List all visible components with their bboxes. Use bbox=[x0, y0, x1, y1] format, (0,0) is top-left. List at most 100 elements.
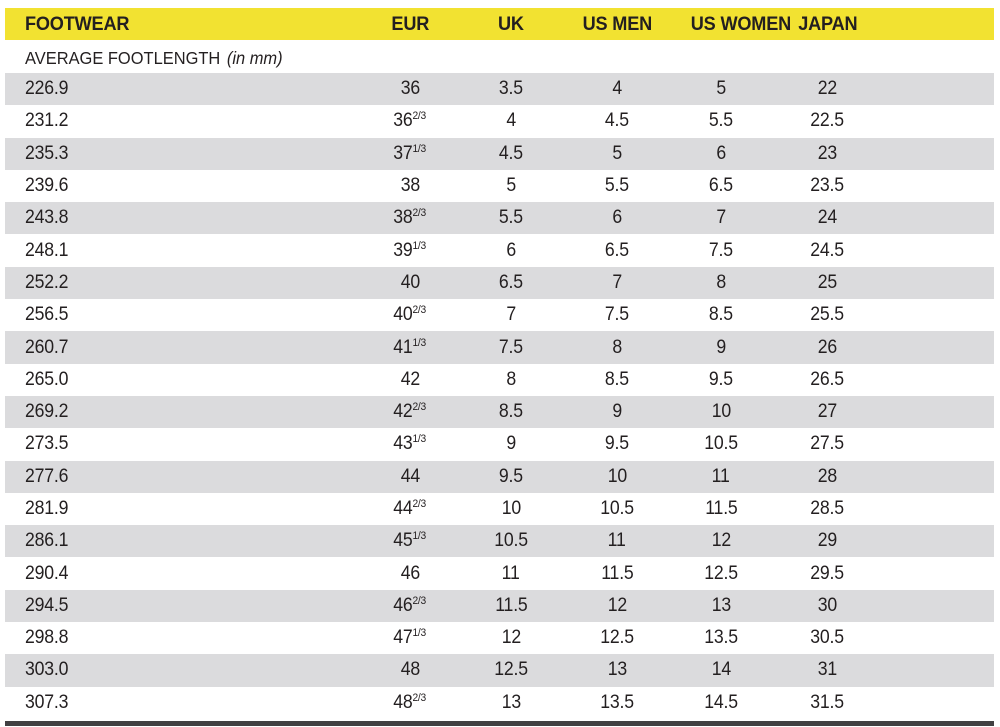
cell-footwear-mm: 260.7 bbox=[25, 336, 69, 358]
cell-japan-size: 25.5 bbox=[810, 304, 845, 326]
cell-uk-size: 12.5 bbox=[494, 659, 528, 681]
table-row: 265.0 42 8 8.5 9.5 26.5 bbox=[5, 364, 994, 396]
header-cell-us-men: US MEN bbox=[547, 13, 687, 36]
cell-eur-size: 362/3 bbox=[393, 110, 427, 132]
table-row: 298.8 471/3 12 12.5 13.5 30.5 bbox=[5, 622, 994, 654]
cell-uk-size: 8.5 bbox=[498, 401, 524, 423]
cell-footwear-mm: 277.6 bbox=[25, 465, 69, 487]
table-row: 303.0 48 12.5 13 14 31 bbox=[5, 654, 994, 687]
cell-uk-size: 10.5 bbox=[494, 530, 528, 552]
table-row: 260.7 411/3 7.5 8 9 26 bbox=[5, 331, 994, 364]
cell-us-men-size: 7 bbox=[612, 271, 622, 293]
cell-uk-size: 12 bbox=[501, 627, 521, 649]
cell-eur-size: 46 bbox=[400, 562, 420, 584]
cell-uk-size: 6.5 bbox=[498, 271, 524, 293]
cell-us-men-size: 7.5 bbox=[604, 304, 630, 326]
cell-footwear-mm: 294.5 bbox=[25, 594, 69, 616]
cell-footwear-mm: 231.2 bbox=[25, 110, 69, 132]
table-row: 277.6 44 9.5 10 11 28 bbox=[5, 460, 994, 493]
cell-us-women-size: 11.5 bbox=[704, 498, 738, 519]
table-body: 226.9 36 3.5 4 5 22 231.2 362/3 4 4.5 5.… bbox=[5, 73, 994, 719]
cell-footwear-mm: 303.0 bbox=[25, 659, 69, 681]
eur-fraction: 2/3 bbox=[412, 207, 427, 220]
header-label: FOOTWEAR bbox=[25, 12, 130, 35]
cell-us-women-size: 6.5 bbox=[708, 175, 734, 197]
cell-eur-size: 431/3 bbox=[393, 433, 427, 455]
cell-us-men-size: 12 bbox=[607, 594, 627, 616]
eur-fraction: 2/3 bbox=[412, 691, 427, 704]
cell-eur-size: 48 bbox=[400, 659, 420, 681]
eur-fraction: 1/3 bbox=[412, 336, 427, 349]
header-label: US WOMEN bbox=[690, 12, 792, 35]
eur-fraction: 1/3 bbox=[412, 239, 427, 252]
cell-us-men-size: 9.5 bbox=[604, 433, 630, 455]
cell-uk-size: 7.5 bbox=[498, 336, 524, 358]
eur-fraction: 2/3 bbox=[412, 401, 427, 414]
cell-us-men-size: 4 bbox=[612, 78, 622, 100]
cell-us-women-size: 9 bbox=[716, 336, 726, 358]
cell-uk-size: 10 bbox=[501, 498, 521, 519]
table-row: 294.5 462/3 11.5 12 13 30 bbox=[5, 589, 994, 623]
table-row: 252.2 40 6.5 7 8 25 bbox=[5, 266, 994, 300]
cell-eur-size: 482/3 bbox=[393, 691, 427, 713]
header-label: JAPAN bbox=[797, 12, 858, 35]
cell-japan-size: 27.5 bbox=[810, 433, 845, 455]
eur-fraction: 1/3 bbox=[412, 142, 427, 155]
cell-uk-size: 8 bbox=[506, 368, 516, 390]
cell-eur-size: 451/3 bbox=[393, 530, 427, 552]
table-row: 248.1 391/3 6 6.5 7.5 24.5 bbox=[5, 234, 994, 266]
cell-us-women-size: 8 bbox=[716, 271, 726, 293]
eur-fraction: 2/3 bbox=[412, 498, 427, 510]
cell-japan-size: 24 bbox=[817, 207, 838, 229]
cell-footwear-mm: 281.9 bbox=[25, 498, 69, 519]
header-cell-us-women: US WOMEN bbox=[687, 13, 791, 36]
cell-eur-size: 382/3 bbox=[393, 207, 427, 229]
table-row: 226.9 36 3.5 4 5 22 bbox=[5, 73, 994, 106]
table-row: 235.3 371/3 4.5 5 6 23 bbox=[5, 137, 994, 170]
cell-footwear-mm: 307.3 bbox=[25, 691, 69, 713]
cell-uk-size: 9.5 bbox=[498, 465, 524, 487]
cell-japan-size: 22 bbox=[817, 78, 838, 100]
cell-eur-size: 38 bbox=[400, 175, 420, 197]
eur-fraction: 1/3 bbox=[412, 433, 427, 446]
header-label: US MEN bbox=[582, 12, 652, 35]
cell-eur-size: 442/3 bbox=[393, 498, 427, 519]
cell-us-women-size: 5 bbox=[716, 78, 726, 100]
cell-eur-size: 36 bbox=[400, 78, 420, 100]
cell-us-men-size: 11.5 bbox=[600, 562, 634, 584]
cell-eur-size: 391/3 bbox=[393, 239, 427, 261]
cell-us-women-size: 12 bbox=[711, 530, 731, 552]
subheader-label: AVERAGE FOOTLENGTH bbox=[25, 48, 221, 68]
cell-japan-size: 25 bbox=[817, 271, 838, 293]
cell-uk-size: 6 bbox=[506, 239, 516, 261]
cell-uk-size: 11 bbox=[502, 562, 520, 584]
cell-japan-size: 24.5 bbox=[810, 239, 845, 261]
cell-eur-size: 40 bbox=[400, 271, 420, 293]
eur-fraction: 2/3 bbox=[412, 110, 427, 123]
cell-uk-size: 5 bbox=[506, 175, 516, 197]
cell-uk-size: 11.5 bbox=[494, 594, 528, 616]
table-row: 281.9 442/3 10 10.5 11.5 28.5 bbox=[5, 493, 994, 525]
cell-us-women-size: 10 bbox=[711, 401, 731, 423]
cell-us-women-size: 8.5 bbox=[708, 304, 734, 326]
cell-us-women-size: 13 bbox=[711, 594, 731, 616]
cell-uk-size: 3.5 bbox=[498, 78, 524, 100]
cell-footwear-mm: 265.0 bbox=[25, 368, 69, 390]
subheader-row: AVERAGE FOOTLENGTH (in mm) bbox=[5, 44, 994, 73]
cell-japan-size: 30.5 bbox=[810, 627, 845, 649]
cell-us-women-size: 7 bbox=[716, 207, 726, 229]
cell-us-men-size: 5.5 bbox=[604, 175, 630, 197]
cell-japan-size: 26 bbox=[817, 336, 838, 358]
cell-us-men-size: 10 bbox=[607, 465, 627, 487]
cell-footwear-mm: 248.1 bbox=[25, 239, 69, 261]
cell-us-men-size: 6.5 bbox=[604, 239, 630, 261]
cell-eur-size: 402/3 bbox=[393, 304, 427, 326]
subheader-text: AVERAGE FOOTLENGTH (in mm) bbox=[25, 48, 283, 69]
cell-eur-size: 471/3 bbox=[393, 627, 427, 649]
subheader-unit-note: (in mm) bbox=[226, 48, 283, 68]
cell-uk-size: 9 bbox=[506, 433, 516, 455]
cell-us-men-size: 9 bbox=[612, 401, 622, 423]
cell-us-men-size: 11 bbox=[608, 530, 626, 552]
table-row: 239.6 38 5 5.5 6.5 23.5 bbox=[5, 170, 994, 202]
